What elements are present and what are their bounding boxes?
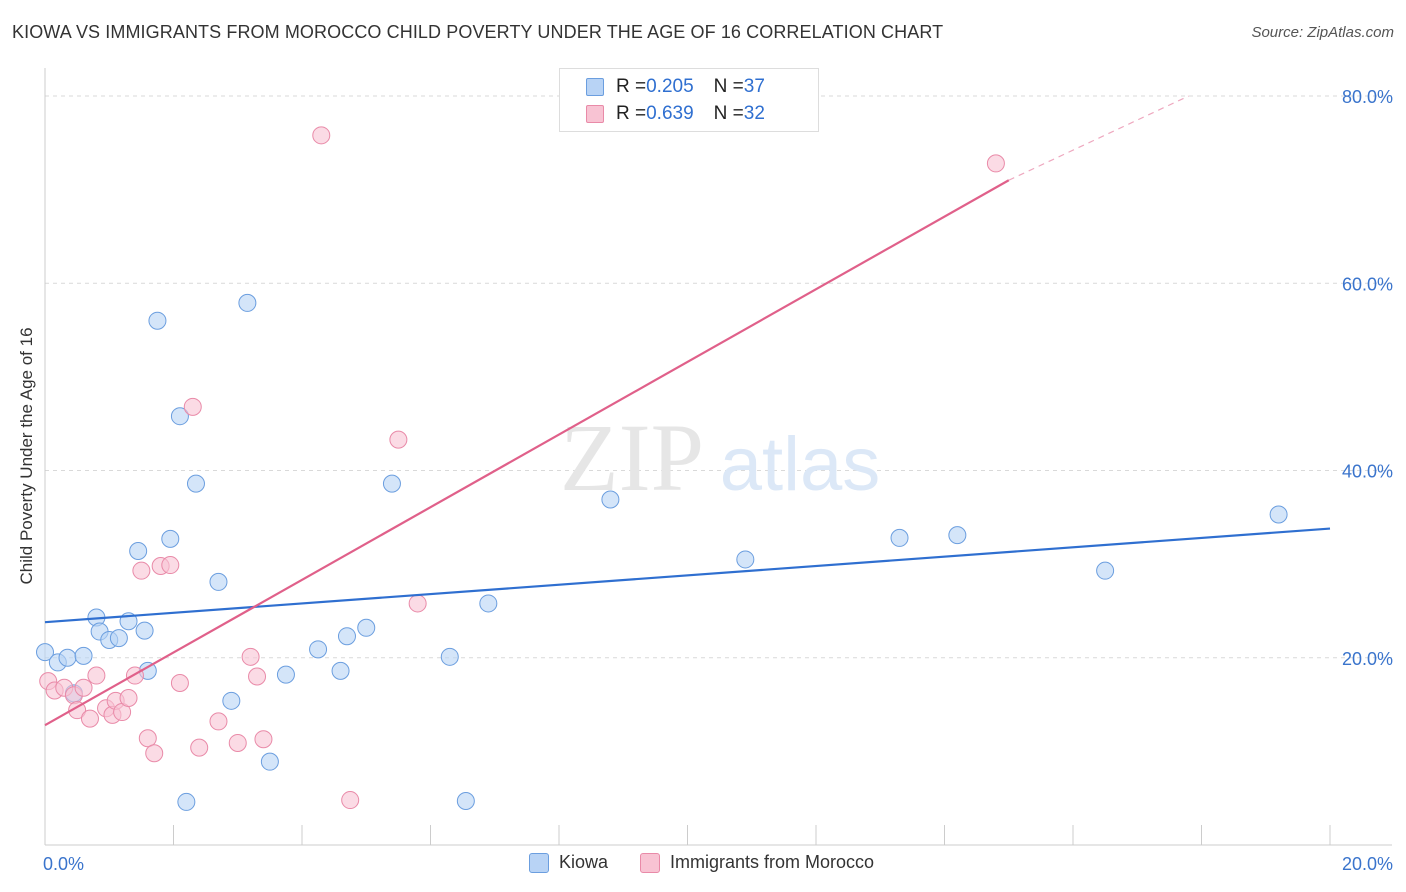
y-axis-label: Child Poverty Under the Age of 16: [17, 327, 36, 585]
kiowa-point: [170, 407, 189, 426]
legend-r-value: 0.205: [646, 76, 694, 97]
y-tick-label: 80.0%: [1342, 87, 1393, 107]
kiowa-trend-line: [44, 527, 1331, 624]
axes-layer: [44, 68, 1392, 846]
watermark-zip: ZIP: [560, 404, 704, 511]
morocco-point: [341, 791, 360, 810]
stats-legend: R = 0.205 N = 37 R = 0.639 N = 32: [559, 68, 819, 132]
kiowa-point: [1096, 561, 1115, 580]
kiowa-point: [309, 640, 328, 659]
kiowa-point: [479, 594, 498, 613]
morocco-point: [74, 678, 93, 697]
kiowa-point: [890, 528, 909, 547]
kiowa-point: [357, 618, 376, 637]
morocco-point: [87, 666, 106, 685]
kiowa-point: [58, 648, 77, 667]
kiowa-point: [1269, 505, 1288, 524]
kiowa-legend-swatch: [529, 852, 549, 873]
chart-title: KIOWA VS IMMIGRANTS FROM MOROCCO CHILD P…: [12, 22, 944, 42]
y-tick-label: 20.0%: [1342, 649, 1393, 669]
watermark: ZIP atlas: [560, 404, 880, 511]
morocco-point: [228, 733, 247, 752]
morocco-point: [389, 430, 408, 449]
kiowa-point: [186, 474, 205, 493]
legend-row-kiowa: R = 0.205 N = 37: [586, 75, 765, 99]
kiowa-point: [74, 646, 93, 665]
legend-item-kiowa: Kiowa: [529, 852, 608, 873]
morocco-point: [254, 730, 273, 749]
morocco-point: [986, 154, 1005, 173]
y-tick-label: 60.0%: [1342, 274, 1393, 294]
legend-item-label: Immigrants from Morocco: [670, 852, 875, 872]
watermark-atlas: atlas: [720, 422, 881, 507]
kiowa-point: [148, 311, 167, 330]
kiowa-point: [331, 661, 350, 680]
morocco-point: [408, 594, 427, 613]
kiowa-point: [222, 691, 241, 710]
morocco-point: [161, 556, 180, 575]
kiowa-point: [337, 627, 356, 646]
morocco-trend-extension: [1008, 95, 1189, 181]
kiowa-point: [238, 293, 257, 312]
morocco-point: [170, 674, 189, 693]
morocco-point: [119, 689, 138, 708]
kiowa-point: [736, 550, 755, 569]
kiowa-point: [36, 643, 54, 662]
legend-n-label: N =: [713, 103, 744, 124]
kiowa-point: [135, 621, 154, 640]
y-tick-label: 40.0%: [1342, 462, 1393, 482]
kiowa-point: [209, 572, 228, 591]
legend-item-label: Kiowa: [559, 852, 609, 872]
kiowa-point: [601, 490, 620, 509]
legend-item-morocco: Immigrants from Morocco: [640, 852, 874, 873]
kiowa-point: [161, 529, 180, 548]
kiowa-point: [109, 629, 128, 648]
grid-layer: [45, 95, 1392, 659]
kiowa-point: [440, 647, 459, 666]
series-legend: Kiowa Immigrants from Morocco: [529, 852, 906, 873]
morocco-point: [132, 561, 151, 580]
kiowa-swatch: [586, 78, 604, 96]
morocco-point: [248, 667, 267, 686]
x-tick-label: 20.0%: [1342, 854, 1393, 874]
morocco-point: [183, 397, 202, 416]
morocco-point: [138, 729, 157, 748]
legend-r-label: R =: [616, 76, 647, 97]
morocco-point: [312, 126, 331, 145]
morocco-point: [209, 712, 228, 731]
kiowa-point: [276, 665, 295, 684]
source-credit: Source: ZipAtlas.com: [1251, 24, 1394, 41]
kiowa-point: [456, 791, 475, 810]
morocco-point: [241, 647, 260, 666]
morocco-trend-line: [44, 179, 1010, 727]
morocco-point: [68, 701, 87, 720]
kiowa-point: [129, 542, 148, 561]
legend-n-label: N =: [713, 76, 744, 97]
kiowa-point: [260, 752, 279, 771]
morocco-legend-swatch: [640, 852, 661, 873]
trend-layer: [44, 95, 1331, 727]
kiowa-point: [382, 474, 401, 493]
kiowa-point: [948, 526, 967, 545]
morocco-point: [190, 738, 209, 757]
points-layer: [36, 126, 1288, 811]
morocco-swatch: [586, 105, 604, 123]
legend-n-value: 32: [743, 103, 765, 124]
tick-labels: 20.0% 40.0% 60.0% 80.0% 0.0% 20.0%: [43, 87, 1393, 874]
legend-row-morocco: R = 0.639 N = 32: [586, 102, 765, 126]
legend-n-value: 37: [743, 76, 765, 97]
x-tick-label: 0.0%: [43, 854, 84, 874]
morocco-point: [80, 709, 99, 728]
kiowa-point: [177, 792, 196, 811]
legend-r-value: 0.639: [646, 103, 694, 124]
legend-r-label: R =: [616, 103, 647, 124]
morocco-point: [145, 744, 164, 763]
